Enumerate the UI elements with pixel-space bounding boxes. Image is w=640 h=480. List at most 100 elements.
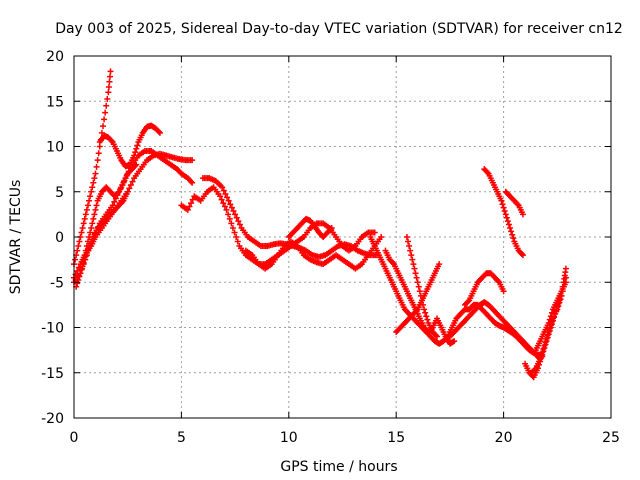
series-s14 (403, 234, 441, 340)
series-s6 (81, 161, 140, 259)
data-point (132, 162, 139, 169)
y-axis-label: SDTVAR / TECUs (8, 180, 24, 295)
series-s18 (502, 188, 526, 218)
data-point (233, 234, 240, 240)
data-point (230, 207, 237, 214)
data-point (505, 221, 512, 228)
y-tick-label: -15 (41, 366, 64, 382)
y-tick-label: 5 (55, 185, 64, 201)
data-point (189, 157, 196, 164)
data-point (417, 292, 424, 299)
data-point (80, 260, 87, 267)
data-point (546, 316, 553, 323)
data-point (531, 366, 538, 373)
data-point (106, 73, 113, 80)
data-point (87, 229, 94, 236)
data-point (500, 288, 507, 295)
data-point (111, 198, 118, 205)
data-point (405, 238, 412, 245)
data-point (86, 234, 93, 240)
data-point (500, 204, 507, 211)
data-point (508, 228, 515, 235)
data-point (413, 307, 420, 314)
data-point (93, 202, 100, 209)
data-point (221, 203, 228, 210)
data-point (84, 238, 91, 245)
data-point (76, 273, 83, 280)
data-point (407, 247, 414, 254)
data-point (78, 229, 85, 236)
data-point (409, 256, 416, 263)
data-point (84, 202, 91, 209)
data-point (503, 214, 510, 221)
data-point (93, 163, 100, 170)
data-point (131, 152, 138, 159)
data-point (540, 345, 547, 352)
data-point (91, 211, 98, 218)
data-point (74, 247, 81, 254)
data-point (403, 234, 410, 240)
data-point (465, 298, 472, 305)
data-point (424, 316, 431, 323)
data-point (220, 200, 227, 207)
data-point (184, 206, 191, 213)
x-tick-label: 15 (387, 430, 405, 446)
series-s13 (393, 261, 443, 336)
series-s5 (96, 122, 163, 170)
series-s21 (532, 279, 569, 354)
data-point (109, 202, 116, 209)
series-s16 (461, 270, 507, 308)
data-point (78, 266, 85, 273)
data-point (134, 142, 141, 149)
data-point (107, 68, 114, 75)
data-point (115, 189, 122, 196)
data-point (72, 256, 79, 263)
y-tick-label: 20 (46, 49, 64, 65)
data-point (544, 332, 551, 339)
data-point (411, 265, 418, 272)
data-points (71, 68, 569, 381)
data-point (406, 243, 413, 250)
data-point (86, 197, 93, 204)
data-point (77, 270, 84, 277)
x-tick-label: 10 (280, 430, 298, 446)
data-point (414, 279, 421, 286)
x-tick-label: 25 (602, 430, 620, 446)
data-point (74, 267, 81, 274)
data-point (510, 235, 517, 242)
data-point (371, 229, 378, 236)
data-point (90, 179, 97, 186)
data-point (104, 95, 111, 102)
data-point (434, 333, 441, 340)
data-point (129, 178, 136, 185)
data-point (484, 169, 491, 176)
data-point (224, 194, 231, 201)
data-point (415, 283, 422, 290)
data-point (82, 253, 89, 260)
data-point (156, 129, 163, 136)
data-point (228, 220, 235, 227)
data-point (537, 356, 544, 363)
data-point (495, 278, 502, 285)
data-point (538, 352, 545, 359)
data-point (378, 234, 385, 240)
x-tick-label: 5 (177, 430, 186, 446)
data-point (119, 198, 126, 205)
data-point (133, 161, 140, 168)
y-tick-label: -10 (41, 321, 64, 337)
x-tick-label: 0 (70, 430, 79, 446)
y-tick-label: -5 (50, 275, 64, 291)
y-tick-label: -20 (41, 411, 64, 427)
series-s10 (285, 215, 335, 240)
data-point (106, 78, 113, 85)
data-point (226, 215, 233, 222)
data-point (232, 211, 239, 218)
data-point (127, 181, 134, 188)
data-point (233, 214, 240, 221)
data-point (155, 128, 162, 135)
data-point (217, 193, 224, 200)
data-point (92, 170, 99, 177)
data-point (555, 303, 562, 310)
data-point (432, 332, 439, 339)
